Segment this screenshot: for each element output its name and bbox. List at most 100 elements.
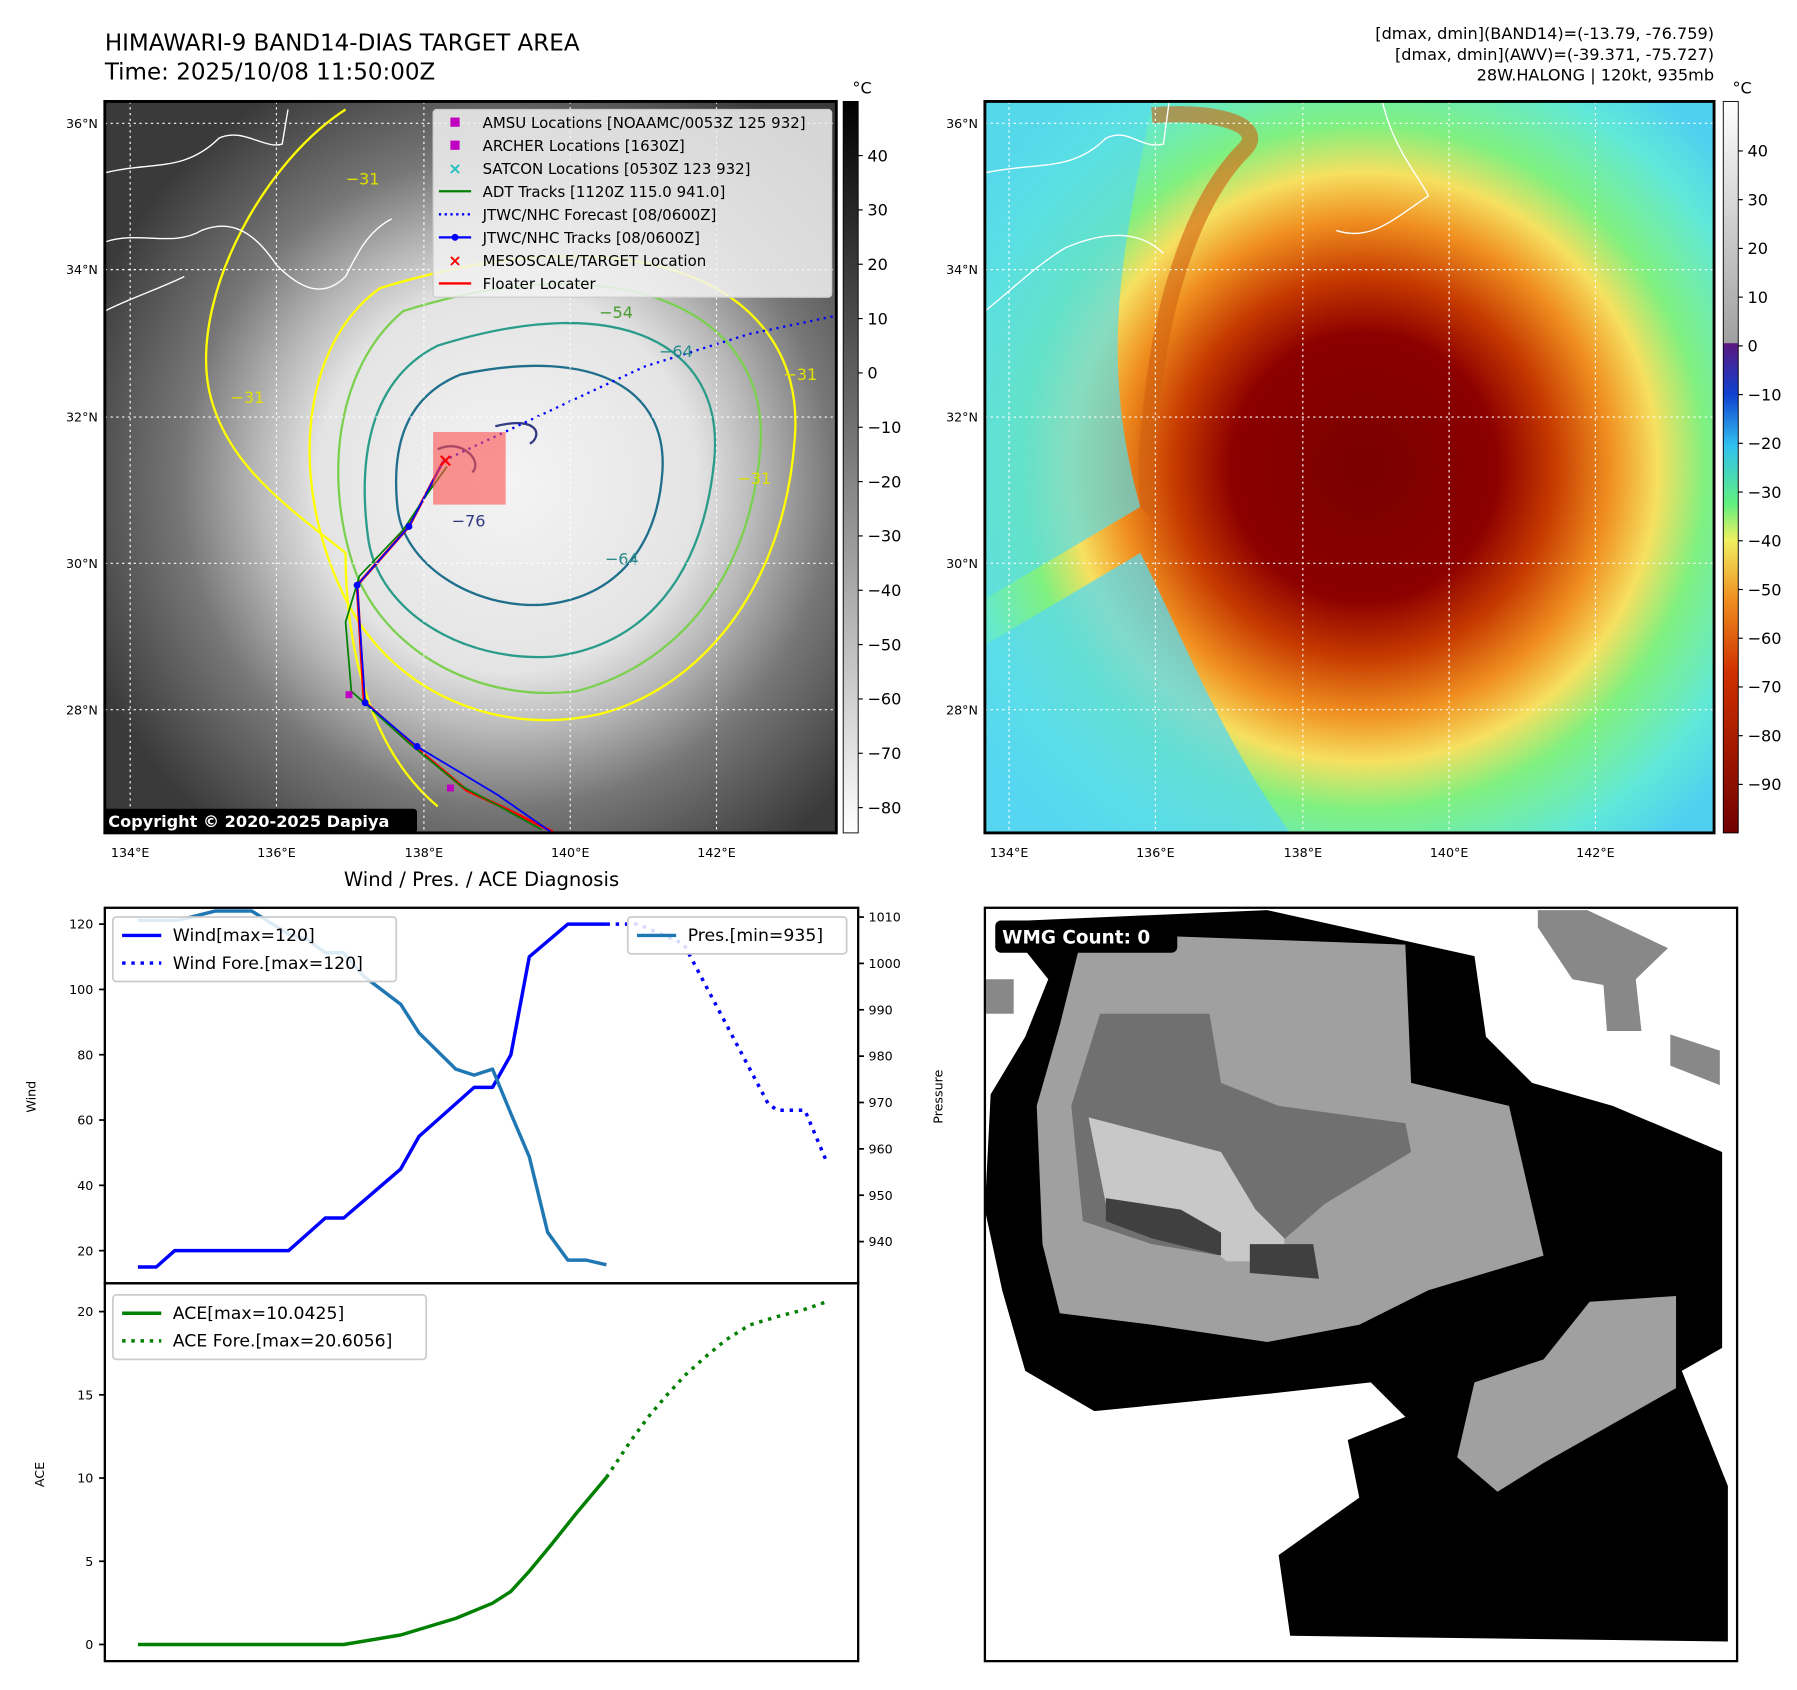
colorbar-tick-label: 0 [867, 364, 877, 383]
y-tick-label: 5 [85, 1554, 93, 1569]
legend-label: JTWC/NHC Forecast [08/0600Z] [482, 206, 717, 224]
y-right-tick-label: 970 [869, 1095, 893, 1110]
legend-label: MESOSCALE/TARGET Location [483, 252, 707, 270]
y-right-tick-label: 980 [869, 1049, 893, 1064]
y-right-tick-label: 960 [869, 1141, 893, 1156]
colorbar-tick-label: −30 [867, 527, 901, 546]
lat-label: 32°N [66, 410, 98, 425]
pressure-axis-label: Pressure [930, 1069, 945, 1123]
ir-colorbar-ticks: 40 30 20 10 0 −10 −20 −30 −40 −50 −60 −70 −80 [858, 146, 901, 817]
contour-label: −31 [346, 169, 380, 188]
wmg-count: WMG Count: 0 [1002, 927, 1150, 948]
adt-track [344, 466, 542, 831]
storm-tracks [344, 314, 837, 833]
legend-label: Wind[max=120] [173, 926, 315, 946]
series-line-wind-fore- [606, 922, 829, 1164]
y-tick-label: 120 [69, 917, 93, 932]
y-tick-label: 100 [69, 982, 93, 997]
storm-info: 28W.HALONG | 120kt, 935mb [1477, 66, 1714, 85]
lat-label: 30°N [66, 556, 98, 571]
legend-marker-x: × [448, 251, 462, 270]
target-area-box [433, 432, 506, 505]
contour-labels: −31 −31 −31 −64 −64 −76 −54 −31 [230, 169, 817, 568]
colorbar-tick-label: −80 [1747, 726, 1781, 745]
series-line-ace [137, 1476, 608, 1647]
y-tick-label: 0 [85, 1637, 93, 1652]
colorbar-tick-label: 40 [867, 146, 888, 165]
legend-label: ACE Fore.[max=20.6056] [173, 1332, 393, 1352]
colorbar-tick-label: 0 [1747, 337, 1757, 356]
y-tick-label: 40 [77, 1178, 93, 1193]
lon-label: 134°E [111, 845, 149, 860]
lon-label: 140°E [551, 845, 589, 860]
colorbar-tick-label: −40 [1747, 532, 1781, 551]
legend-marker-square [450, 117, 460, 127]
contour-label: −54 [599, 303, 633, 322]
colorbar-tick-label: −80 [867, 798, 901, 817]
y-right-tick-label: 1000 [869, 956, 901, 971]
lon-label: 142°E [697, 845, 735, 860]
legend-marker-square [450, 140, 460, 150]
figure-title: HIMAWARI-9 BAND14-DIAS TARGET AREA [105, 31, 580, 57]
wind-pressure-chart: 20 40 60 80 100 120 940 950 960 970 980 990 1000 1010… [69, 909, 901, 1269]
y-tick-label: 10 [77, 1471, 93, 1486]
archer-marker [446, 784, 454, 792]
awv-gridlines [984, 101, 1715, 833]
y-right-tick-label: 990 [869, 1002, 893, 1017]
track-point [405, 523, 413, 530]
ace-axis-label: ACE [32, 1462, 47, 1487]
amsu-marker [345, 691, 353, 699]
awv-map-frame [983, 99, 1716, 835]
colorbar-tick-label: 30 [1747, 190, 1768, 209]
lat-label: 32°N [946, 410, 978, 425]
jtwc-forecast-track [442, 314, 837, 462]
contour-label: −76 [452, 511, 486, 530]
lat-label: 34°N [946, 262, 978, 277]
y-tick-label: 80 [77, 1047, 93, 1062]
legend-marker-dot [451, 233, 459, 241]
legend-label: Floater Locater [483, 275, 597, 293]
wmg-dark-patch [1105, 1198, 1319, 1279]
lon-label: 134°E [990, 845, 1028, 860]
contour-label: −64 [659, 342, 693, 361]
legend-marker-x: × [448, 159, 462, 178]
awv-colorbar [1722, 100, 1739, 834]
colorbar-tick-label: 30 [867, 201, 888, 220]
colorbar-tick-label: −60 [1747, 629, 1781, 648]
legend-label: ACE[max=10.0425] [173, 1304, 344, 1324]
colorbar-tick-label: −10 [1747, 385, 1781, 404]
colorbar-tick-label: −10 [867, 418, 901, 437]
legend-label: SATCON Locations [0530Z 123 932] [483, 160, 751, 178]
colorbar-tick-label: −70 [867, 744, 901, 763]
colorbar-tick-label: −90 [1747, 775, 1781, 794]
y-tick-label: 20 [77, 1304, 93, 1319]
legend-box [112, 916, 398, 983]
target-location-marker: × [438, 451, 453, 472]
awv-colorbar-unit: °C [1732, 78, 1751, 97]
wmg-panel: WMG Count: 0 [983, 906, 1739, 1663]
ir-map-frame [103, 99, 838, 835]
ir-colorbar-unit: °C [852, 78, 871, 97]
ir-colorbar [842, 100, 859, 834]
series-line-wind [137, 922, 607, 1269]
y-right-tick-label: 950 [869, 1188, 893, 1203]
lon-label: 138°E [1284, 845, 1322, 860]
legend-label: ARCHER Locations [1630Z] [483, 137, 685, 155]
wmg-label-box [995, 920, 1178, 953]
y-tick-label: 20 [77, 1243, 93, 1258]
colorbar-tick-label: −20 [867, 472, 901, 491]
lat-label: 30°N [946, 556, 978, 571]
series-line-ace-fore- [605, 1299, 828, 1479]
ace-chart: 0 5 10 15 20 ACE[max=10.0425] ACE Fore.[max=20… [77, 1293, 828, 1652]
legend-box [626, 916, 848, 955]
awv-map: °C 403020100−10−20−30−40−50−60−70−80−90 … [946, 78, 1781, 860]
legend-label: AMSU Locations [NOAAMC/0053Z 125 932] [483, 114, 806, 132]
wmg-frame [983, 906, 1739, 1663]
contour-label: −31 [230, 388, 264, 407]
awv-axis-labels: 36°N 34°N 32°N 30°N 28°N 134°E 136°E 138°E 140°E… [946, 116, 1615, 860]
contour-label: −31 [783, 365, 817, 384]
ir-legend: AMSU Locations [NOAAMC/0053Z 125 932] ARC… [432, 108, 833, 298]
colorbar-tick-label: −70 [1747, 678, 1781, 697]
lat-label: 36°N [946, 116, 978, 131]
